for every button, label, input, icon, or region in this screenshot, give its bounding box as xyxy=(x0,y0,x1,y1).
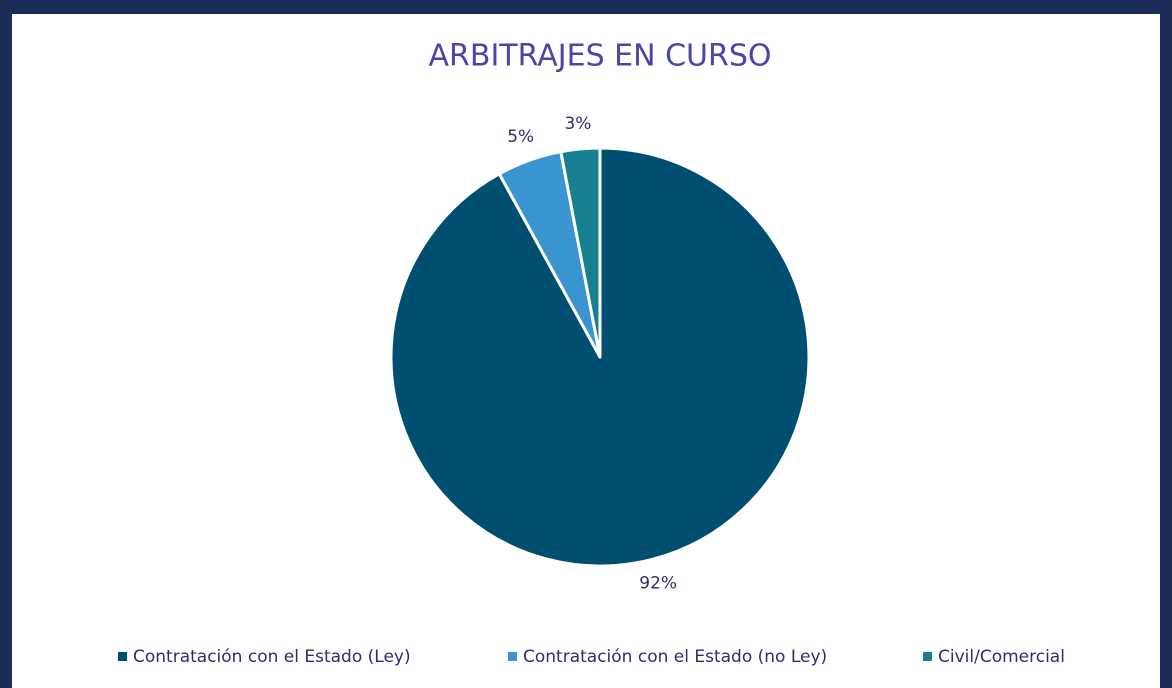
legend-marker xyxy=(118,652,127,661)
data-label: 92% xyxy=(639,574,677,594)
legend-label: Civil/Comercial xyxy=(938,647,1065,667)
legend-marker xyxy=(923,652,932,661)
data-label: 3% xyxy=(564,114,591,134)
pie-slice xyxy=(559,146,602,359)
legend-label: Contratación con el Estado (no Ley) xyxy=(523,647,827,667)
chart-title: ARBITRAJES EN CURSO xyxy=(429,39,772,74)
legend-marker xyxy=(508,652,517,661)
data-label: 5% xyxy=(507,127,534,147)
legend-label: Contratación con el Estado (Ley) xyxy=(133,647,411,667)
